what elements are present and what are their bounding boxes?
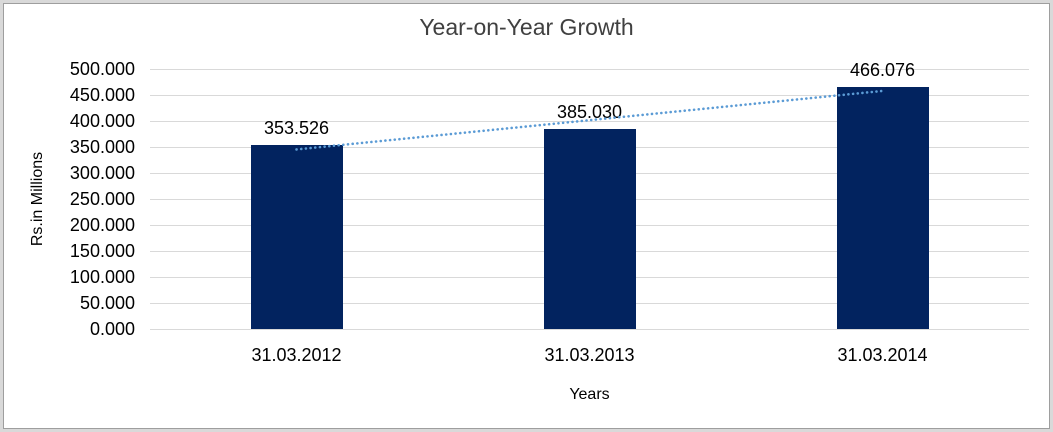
x-tick-label: 31.03.2014 — [837, 345, 928, 365]
bar-value-label: 466.076 — [849, 59, 916, 80]
gridline — [150, 328, 1029, 330]
y-tick-label: 200.000 — [69, 215, 135, 235]
y-tick-label: 100.000 — [69, 267, 135, 287]
x-tick-label: 31.03.2013 — [544, 345, 635, 365]
bar-value-label: 385.030 — [556, 101, 623, 122]
x-axis-title: Years — [569, 386, 610, 403]
y-tick-label: 300.000 — [69, 163, 135, 183]
y-tick-label: 50.000 — [79, 293, 135, 313]
gridline — [150, 68, 1029, 70]
bar — [543, 128, 636, 329]
bar — [250, 145, 343, 329]
x-tick-label: 31.03.2012 — [251, 345, 342, 365]
y-tick-label: 250.000 — [69, 189, 135, 209]
y-tick-label: 350.000 — [69, 137, 135, 157]
y-tick-label: 500.000 — [69, 59, 135, 79]
y-tick-label: 150.000 — [69, 241, 135, 261]
bar-value-label: 353.526 — [263, 118, 330, 139]
y-tick-label: 0.000 — [89, 319, 135, 339]
y-tick-label: 450.000 — [69, 85, 135, 105]
bar — [836, 86, 929, 329]
y-tick-label: 400.000 — [69, 111, 135, 131]
chart-title: Year-on-Year Growth — [419, 14, 634, 40]
